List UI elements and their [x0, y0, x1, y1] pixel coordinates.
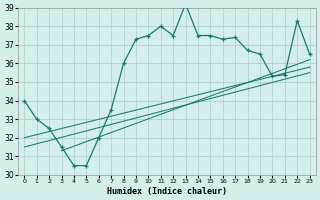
X-axis label: Humidex (Indice chaleur): Humidex (Indice chaleur)	[107, 187, 227, 196]
